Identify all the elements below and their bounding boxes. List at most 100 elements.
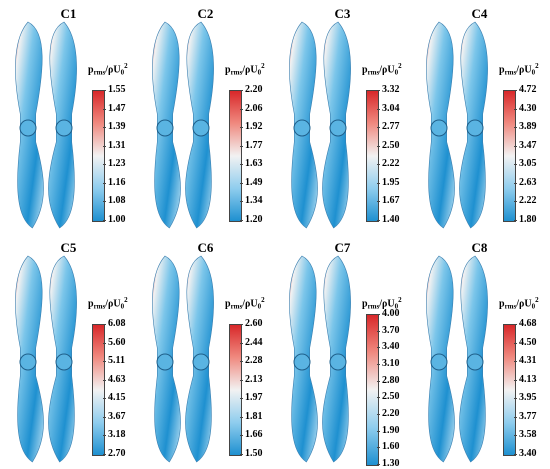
- hub: [55, 119, 73, 137]
- colorbar-tick-label: 2.50: [382, 139, 400, 151]
- colorbar-tick-mark: [240, 342, 243, 344]
- colorbar-tick-mark: [514, 379, 517, 381]
- panel-c3: C3 prms/ρU02 3.32 3.04 2.77 2.50 2.22 1.95 1.67…: [274, 0, 411, 233]
- colorbar-tick-label: 3.67: [108, 410, 126, 422]
- panel-c2: C2 prms/ρU02 2.20 2.06 1.92 1.77 1.63 1.49 1.34…: [137, 0, 274, 233]
- colorbar-tick-label: 2.44: [245, 336, 263, 348]
- colorbar-tick-mark: [514, 90, 517, 91]
- colorbar: [366, 90, 379, 222]
- colorbar-tick-mark: [514, 361, 517, 363]
- propeller-blades: [15, 21, 77, 229]
- colorbar-tick-label: 4.63: [108, 373, 126, 385]
- colorbar-tick-label: 1.39: [108, 121, 126, 133]
- colorbar-ticks: 4.72 4.30 3.89 3.47 3.05 2.63 2.22 1.80: [519, 85, 550, 225]
- colorbar: [92, 324, 105, 456]
- hub: [156, 353, 174, 371]
- hub: [466, 353, 484, 371]
- colorbar-tick-label: 3.32: [382, 84, 400, 95]
- colorbar-tick-label: 4.31: [519, 355, 537, 367]
- colorbar-tick-mark: [103, 361, 106, 363]
- colorbar-label: prms/ρU02: [362, 296, 402, 311]
- colorbar-tick-label: 2.20: [382, 408, 400, 419]
- colorbar: [366, 314, 379, 466]
- colorbar-tick-label: 2.22: [519, 195, 537, 207]
- colorbar-tick-label: 2.22: [382, 158, 400, 170]
- panel-c4: C4 prms/ρU02 4.72 4.30 3.89 3.47 3.05 2.63 2.22…: [411, 0, 548, 233]
- colorbar-tick-mark: [240, 361, 243, 363]
- panel-title: C6: [197, 240, 214, 255]
- colorbar-tick-label: 1.95: [382, 176, 400, 188]
- colorbar-tick-mark: [514, 416, 517, 418]
- colorbar-tick-label: 6.08: [108, 318, 126, 329]
- colorbar-tick-mark: [377, 145, 380, 147]
- colorbar-tick-label: 1.97: [245, 392, 263, 404]
- colorbar-tick-mark: [377, 330, 380, 332]
- colorbar-tick-label: 1.40: [382, 214, 400, 225]
- colorbar-ticks: 4.00 3.70 3.40 3.10 2.80 2.50 2.20 1.90 1.60 1.30: [382, 309, 422, 469]
- colorbar-tick-mark: [377, 164, 380, 166]
- colorbar-tick-label: 2.63: [519, 176, 537, 188]
- colorbar-tick-label: 3.70: [382, 324, 400, 336]
- colorbar-tick-label: 2.28: [245, 355, 263, 367]
- colorbar-tick-mark: [240, 435, 243, 437]
- colorbar-tick-mark: [377, 201, 380, 203]
- colorbar-tick-mark: [514, 454, 517, 455]
- panel-title: C3: [334, 6, 351, 21]
- colorbar-tick-label: 3.18: [108, 429, 126, 441]
- colorbar-tick-mark: [103, 435, 106, 437]
- colorbar-tick-label: 1.67: [382, 195, 400, 207]
- colorbar-tick-label: 1.63: [245, 158, 263, 170]
- panel-c6: C6 prms/ρU02 2.60 2.44 2.28 2.13 1.97 1.81 1.66…: [137, 234, 274, 467]
- colorbar-tick-mark: [103, 324, 106, 325]
- colorbar-tick-label: 3.10: [382, 358, 400, 369]
- colorbar: [229, 90, 242, 222]
- colorbar-tick-label: 4.72: [519, 84, 537, 95]
- colorbar-label: prms/ρU02: [225, 296, 265, 311]
- colorbar-tick-mark: [240, 324, 243, 325]
- colorbar-tick-label: 5.60: [108, 336, 126, 348]
- colorbar-tick-label: 2.06: [245, 102, 263, 114]
- hub: [19, 353, 37, 371]
- colorbar-tick-mark: [514, 435, 517, 437]
- colorbar-tick-label: 1.50: [245, 448, 263, 459]
- colorbar-tick-label: 1.47: [108, 102, 126, 114]
- colorbar-tick-mark: [240, 454, 243, 455]
- panel-title: C7: [334, 240, 351, 255]
- hub: [192, 353, 210, 371]
- colorbar-tick-label: 1.80: [519, 214, 537, 225]
- colorbar-tick-label: 1.16: [108, 176, 126, 188]
- colorbar-tick-label: 3.04: [382, 102, 400, 114]
- colorbar-tick-mark: [240, 108, 243, 110]
- colorbar-tick-mark: [240, 145, 243, 147]
- colorbar-tick-mark: [103, 182, 106, 184]
- colorbar-ticks: 4.68 4.50 4.31 4.13 3.95 3.77 3.58 3.40: [519, 319, 550, 459]
- colorbar-tick-label: 5.11: [108, 355, 125, 367]
- colorbar-tick-label: 4.50: [519, 336, 537, 348]
- hub: [430, 119, 448, 137]
- colorbar: [92, 90, 105, 222]
- propeller-blades: [289, 21, 351, 229]
- colorbar-tick-mark: [377, 314, 380, 315]
- colorbar-tick-label: 1.08: [108, 195, 126, 207]
- colorbar-tick-mark: [514, 398, 517, 400]
- colorbar-tick-label: 2.70: [108, 448, 126, 459]
- colorbar-tick-mark: [103, 164, 106, 166]
- hub: [430, 353, 448, 371]
- hub: [329, 119, 347, 137]
- propeller-blades: [426, 255, 488, 463]
- colorbar-tick-mark: [240, 379, 243, 381]
- colorbar-tick-mark: [240, 90, 243, 91]
- colorbar-tick-mark: [377, 90, 380, 91]
- colorbar-ticks: 3.32 3.04 2.77 2.50 2.22 1.95 1.67 1.40: [382, 85, 422, 225]
- colorbar-ticks: 2.20 2.06 1.92 1.77 1.63 1.49 1.34 1.20: [245, 85, 285, 225]
- propeller-blades: [152, 21, 214, 229]
- colorbar-tick-mark: [240, 127, 243, 129]
- colorbar-tick-label: 1.34: [245, 195, 263, 207]
- colorbar-tick-label: 4.30: [519, 102, 537, 114]
- colorbar-tick-mark: [514, 164, 517, 166]
- propeller-blades: [15, 255, 77, 463]
- colorbar-tick-mark: [240, 182, 243, 184]
- colorbar-tick-mark: [514, 182, 517, 184]
- panel-title: C8: [471, 240, 488, 255]
- colorbar-tick-label: 1.00: [108, 214, 126, 225]
